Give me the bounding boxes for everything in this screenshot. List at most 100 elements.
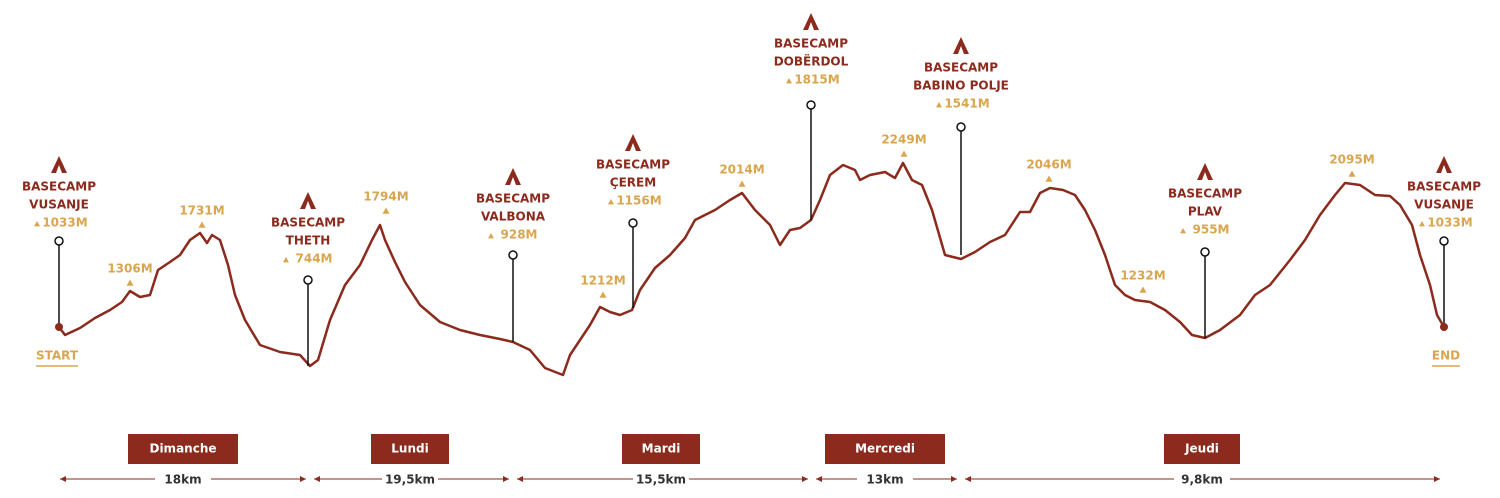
arrow-head [503, 476, 509, 482]
elevation-icon [34, 221, 40, 227]
camp-elevation: 1156M [616, 194, 661, 208]
tent-door [1202, 172, 1208, 180]
tent-door [808, 22, 814, 30]
distance-bg [633, 471, 689, 487]
peak-elevation: 1306M [107, 262, 152, 276]
camp-marker [508, 250, 518, 260]
day-box [825, 434, 945, 464]
peak-icon [900, 150, 908, 157]
arrow-head [517, 476, 523, 482]
arrow-head [314, 476, 320, 482]
peak-icon [599, 291, 607, 298]
camp-elevation: 1033M [42, 216, 87, 230]
camp-name: PLAV [1188, 205, 1223, 219]
camp-marker [806, 100, 816, 110]
start-label: START [36, 349, 79, 363]
tent-icon [51, 156, 67, 173]
camp-elevation: 955M [1193, 223, 1230, 237]
peak-icon [198, 221, 206, 228]
elevation-icon [283, 257, 289, 263]
camp-marker [54, 236, 64, 246]
peak-icon [738, 180, 746, 187]
camp-name: BASECAMP [1407, 180, 1481, 194]
tent-icon [1197, 163, 1213, 180]
camp-elevation: 1815M [794, 73, 839, 87]
camp-name: DOBËRDOL [774, 54, 849, 69]
camp-name: BASECAMP [22, 180, 96, 194]
profile-line [58, 161, 1446, 377]
peak-elevation: 2249M [881, 133, 926, 147]
day-distance: 19,5km [385, 473, 435, 487]
day-box [371, 434, 449, 464]
peak-icon [1139, 286, 1147, 293]
camp-marker [1439, 236, 1449, 246]
arrow-head [802, 476, 808, 482]
peak-elevation: 1794M [363, 190, 408, 204]
camp-name: BASECAMP [924, 61, 998, 75]
distance-bg [155, 471, 211, 487]
day-name: Dimanche [149, 442, 216, 456]
elevation-icon [488, 233, 494, 239]
peak-icon [1045, 175, 1053, 182]
distance-bg [857, 471, 913, 487]
tent-door [56, 165, 62, 173]
arrow-head [300, 476, 306, 482]
tent-icon [505, 168, 521, 185]
camp-name: BASECAMP [271, 216, 345, 230]
peak-icon [126, 279, 134, 286]
tent-icon [625, 134, 641, 151]
camp-name: BASECAMP [476, 192, 550, 206]
camp-elevation: 928M [501, 228, 538, 242]
day-distance: 13km [866, 473, 903, 487]
peak-elevation: 2046M [1026, 158, 1071, 172]
tent-door [958, 46, 964, 54]
tent-door [1441, 165, 1447, 173]
camp-name: BASECAMP [1168, 187, 1242, 201]
arrow-head [60, 476, 66, 482]
camp-name: BASECAMP [774, 37, 848, 51]
camp-name: BASECAMP [596, 158, 670, 172]
day-box [622, 434, 700, 464]
arrow-head [816, 476, 822, 482]
camp-marker [956, 122, 966, 132]
elevation-icon [786, 78, 792, 84]
day-name: Mercredi [855, 442, 915, 456]
camp-elevation: 744M [296, 252, 333, 266]
distance-bg [1174, 471, 1230, 487]
elevation-icon [608, 199, 614, 205]
endpoint-dot [55, 323, 63, 331]
tent-door [630, 143, 636, 151]
camp-marker [1200, 247, 1210, 257]
day-distance: 15,5km [636, 473, 686, 487]
tent-icon [953, 37, 969, 54]
arrow-head [1434, 476, 1440, 482]
distance-bg [382, 471, 438, 487]
peak-elevation: 1731M [179, 204, 224, 218]
peak-icon [382, 207, 390, 214]
tent-door [510, 177, 516, 185]
tent-icon [803, 13, 819, 30]
camp-name: BABINO POLJE [913, 79, 1009, 93]
camp-elevation: 1541M [944, 97, 989, 111]
camp-marker [628, 218, 638, 228]
peak-icon [1348, 170, 1356, 177]
endpoint-dot [1440, 323, 1448, 331]
day-name: Lundi [391, 442, 428, 456]
peak-elevation: 1212M [580, 274, 625, 288]
elevation-icon [936, 102, 942, 108]
tent-icon [1436, 156, 1452, 173]
arrow-head [951, 476, 957, 482]
day-name: Mardi [642, 442, 681, 456]
elevation-icon [1180, 228, 1186, 234]
arrow-head [965, 476, 971, 482]
camp-name: VUSANJE [29, 198, 89, 212]
day-box [128, 434, 238, 464]
camp-marker [303, 275, 313, 285]
tent-icon [300, 192, 316, 209]
peak-elevation: 2095M [1329, 153, 1374, 167]
camp-name: THETH [286, 234, 331, 248]
camp-elevation: 1033M [1427, 216, 1472, 230]
day-name: Jeudi [1184, 442, 1219, 456]
elevation-icon [1419, 221, 1425, 227]
